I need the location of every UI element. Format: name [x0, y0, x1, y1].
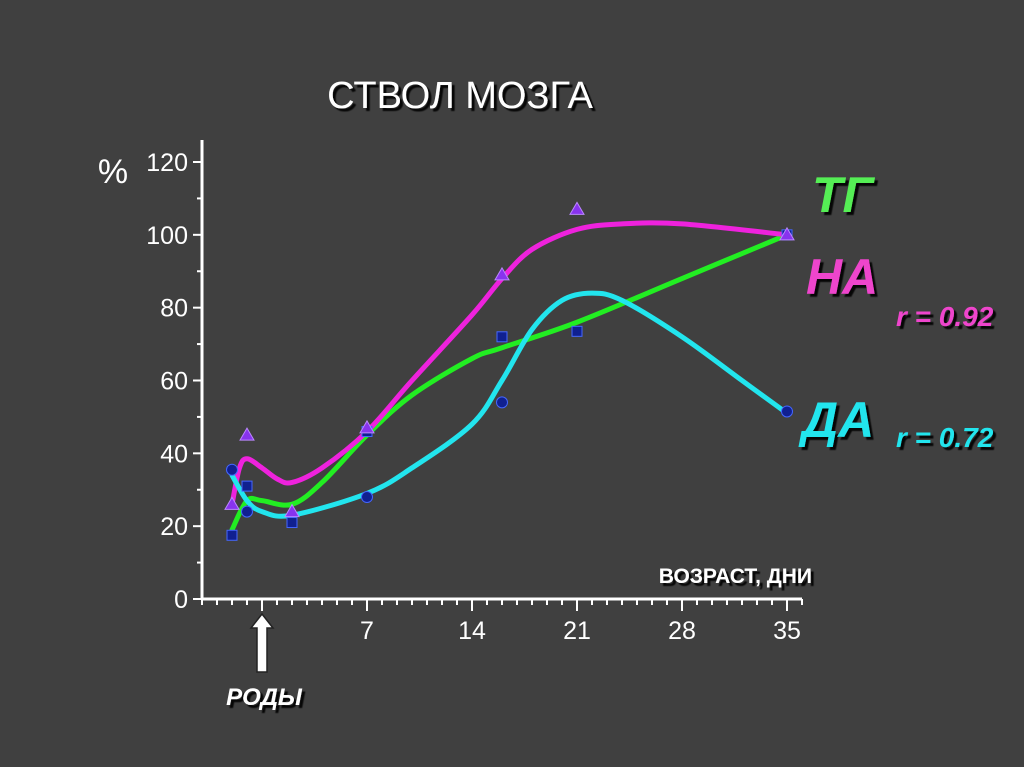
- x-tick-label: 14: [458, 617, 486, 645]
- y-tick-label: 60: [160, 368, 188, 396]
- y-tick-label: 0: [174, 586, 188, 614]
- data-point-triangle: [569, 201, 585, 215]
- y-tick-label: 100: [146, 222, 188, 250]
- data-point-square: [571, 325, 583, 337]
- x-tick-label: 35: [773, 617, 801, 645]
- data-point-circle: [781, 405, 793, 418]
- legend-na-r: r = 0.92: [896, 301, 994, 332]
- data-point-circle: [361, 491, 373, 504]
- fit-curve-2: [229, 290, 790, 519]
- data-point-square: [496, 331, 508, 343]
- data-point-triangle: [779, 226, 795, 241]
- x-tick-label: 28: [668, 617, 696, 645]
- legend-na: НА: [806, 249, 878, 305]
- data-markers: [224, 201, 795, 541]
- legend-da: ДА: [798, 392, 874, 448]
- data-point-circle: [226, 463, 238, 476]
- axes: 0 20 40 60 80 100 120 7 14 21 28 35: [146, 140, 803, 645]
- y-tick-label: 80: [160, 295, 188, 323]
- data-point-triangle: [494, 266, 510, 281]
- y-tick-label: 40: [160, 440, 188, 468]
- data-point-square: [286, 517, 298, 529]
- data-point-circle: [496, 396, 508, 409]
- data-point-triangle: [239, 427, 255, 441]
- data-point-triangle: [359, 419, 375, 434]
- data-point-square: [226, 529, 238, 541]
- y-tick-label: 120: [146, 149, 188, 177]
- birth-annotation: РОДЫ: [226, 684, 303, 711]
- data-point-square: [241, 480, 253, 492]
- chart-title: СТВОЛ МОЗГА: [327, 75, 593, 117]
- data-point-triangle: [284, 503, 300, 518]
- fit-curve-0: [229, 232, 790, 533]
- legend-da-r: r = 0.72: [896, 422, 994, 453]
- x-axis-label: ВОЗРАСТ, ДНИ: [659, 565, 812, 588]
- legend-tg: ТГ: [812, 167, 876, 223]
- birth-arrow-icon: [249, 612, 275, 673]
- x-tick-label: 21: [563, 617, 591, 645]
- data-point-triangle: [224, 496, 240, 510]
- y-axis-label: %: [98, 153, 128, 191]
- x-tick-label: 7: [360, 617, 374, 645]
- data-point-circle: [241, 505, 253, 518]
- fit-curves: [229, 220, 790, 533]
- y-tick-label: 20: [160, 513, 188, 541]
- fit-curve-1: [229, 220, 790, 507]
